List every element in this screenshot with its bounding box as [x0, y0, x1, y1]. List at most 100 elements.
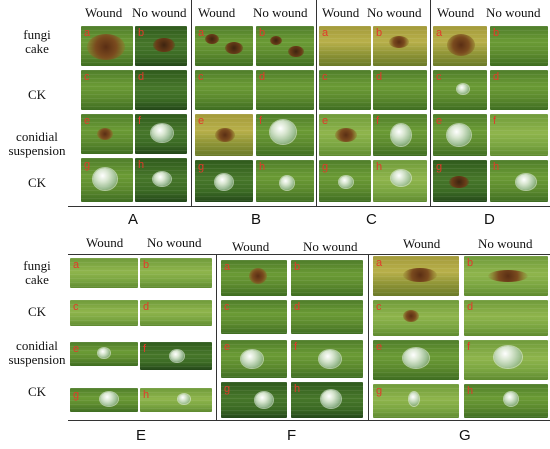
tag-c: c [436, 71, 442, 83]
tag-b: b [143, 259, 150, 271]
tile-E-f: f [140, 342, 212, 370]
tile-B-e: e [195, 114, 253, 156]
tag-a: a [322, 27, 329, 39]
tile-F-g: g [221, 382, 287, 418]
tile-E-g: g [70, 388, 138, 412]
row-label-fungi: fungi [23, 258, 51, 273]
row-label-ck-2: CK [27, 175, 47, 190]
tile-G-h: h [464, 384, 548, 418]
tile-C-f: f [373, 114, 427, 156]
tile-E-a: a [70, 258, 138, 288]
tag-h: h [493, 161, 500, 173]
tile-D-d: d [490, 70, 548, 110]
row-label-cake: cake [25, 41, 49, 56]
lesion [225, 42, 243, 54]
tile-F-b: b [291, 260, 363, 296]
tile-F-c: c [221, 300, 287, 334]
header-wound-A: Wound [85, 5, 123, 20]
tag-a: a [198, 27, 205, 39]
tile-A-a: a [81, 26, 133, 66]
droplet [153, 172, 171, 186]
tile-F-a: a [221, 260, 287, 296]
droplet [93, 168, 117, 190]
tag-e: e [322, 115, 329, 127]
tag-e: e [198, 115, 205, 127]
header-wound-F: Wound [232, 239, 270, 254]
row-label-conidial-2: conidial suspension [0, 339, 76, 367]
row-label-ck-1: CK [27, 87, 47, 102]
row-label-suspension: suspension [8, 143, 66, 158]
tile-G-e: e [373, 340, 459, 380]
header-nowound-B: No wound [253, 5, 308, 20]
droplet [447, 124, 471, 146]
tag-c: c [322, 71, 328, 83]
tile-A-f: f [135, 114, 187, 154]
lesion [447, 34, 475, 56]
panel-label-C: C [366, 211, 377, 228]
tag-h: h [259, 161, 266, 173]
panel-label-G: G [459, 427, 471, 444]
tile-G-g: g [373, 384, 459, 418]
header-nowound-A: No wound [132, 5, 187, 20]
panel-label-A: A [128, 211, 139, 228]
tag-h: h [376, 161, 383, 173]
droplet [178, 394, 190, 404]
lesion [205, 34, 219, 44]
tag-b: b [493, 27, 500, 39]
tag-f: f [493, 115, 497, 127]
tile-C-c: c [319, 70, 371, 110]
droplet [100, 392, 118, 406]
header-nowound-E: No wound [147, 235, 202, 250]
divider-BC [316, 0, 317, 207]
panel-label-E: E [136, 427, 147, 444]
tag-g: g [73, 389, 80, 401]
lesion [288, 46, 304, 57]
tile-D-h: h [490, 160, 548, 202]
header-nowound-D: No wound [486, 5, 541, 20]
tile-D-b: b [490, 26, 548, 66]
tag-a: a [376, 257, 383, 269]
bottom-frame-top [68, 254, 550, 255]
tag-d: d [467, 301, 474, 313]
tile-C-b: b [373, 26, 427, 66]
row-label-fungi: fungi [23, 27, 51, 42]
tile-B-g: g [195, 160, 253, 202]
tag-d: d [376, 71, 383, 83]
tag-g: g [436, 161, 443, 173]
tile-C-g: g [319, 160, 371, 202]
tag-g: g [198, 161, 205, 173]
lesion [87, 34, 125, 60]
droplet [280, 176, 294, 190]
droplet [170, 350, 184, 362]
lesion [449, 176, 469, 188]
droplet [339, 176, 353, 188]
tag-b: b [259, 27, 266, 39]
tag-f: f [376, 115, 380, 127]
tag-c: c [376, 301, 382, 313]
tile-A-g: g [81, 158, 133, 202]
header-wound-E: Wound [86, 235, 124, 250]
tag-b: b [294, 261, 301, 273]
tile-D-e: e [433, 114, 487, 156]
tag-e: e [73, 343, 80, 355]
droplet [516, 174, 536, 190]
tag-b: b [138, 27, 145, 39]
tag-d: d [143, 301, 150, 313]
tile-B-c: c [195, 70, 253, 110]
tile-C-e: e [319, 114, 371, 156]
lesion [488, 270, 528, 282]
tile-G-f: f [464, 340, 548, 380]
tile-F-f: f [291, 340, 363, 378]
row-label-cake: cake [25, 272, 49, 287]
lesion [249, 268, 267, 284]
panel-label-B: B [251, 211, 262, 228]
tag-f: f [294, 341, 298, 353]
row-label-fungi-cake: fungi cake [0, 28, 76, 56]
tile-D-a: a [433, 26, 487, 66]
lesion [403, 268, 437, 282]
droplet [270, 120, 296, 144]
droplet [241, 350, 263, 368]
droplet [151, 124, 173, 142]
tile-E-e: e [70, 342, 138, 366]
tile-B-f: f [256, 114, 314, 156]
